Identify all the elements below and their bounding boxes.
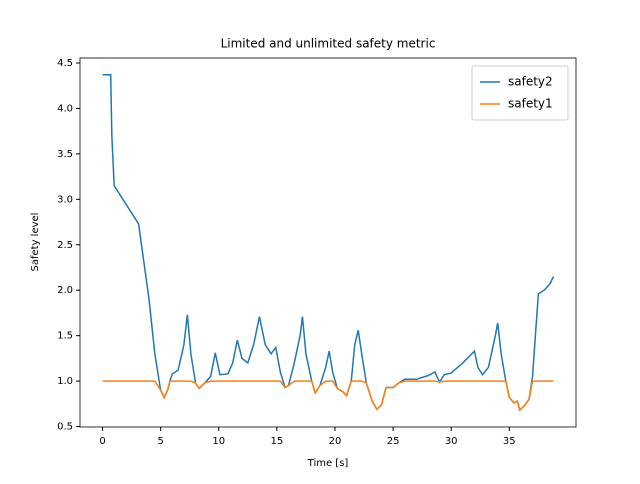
x-tick-label: 10 [212, 436, 225, 447]
x-tick-label: 20 [329, 436, 342, 447]
y-tick-label: 2.5 [57, 240, 73, 251]
x-tick-label: 35 [503, 436, 516, 447]
y-tick-label: 3.5 [57, 149, 73, 160]
y-tick-label: 2.0 [57, 285, 73, 296]
x-tick-label: 25 [387, 436, 400, 447]
x-tick-label: 5 [157, 436, 163, 447]
y-tick-label: 1.0 [57, 376, 73, 387]
y-axis-label: Safety level [30, 213, 41, 272]
series-line [102, 380, 554, 412]
axes-frame [79, 57, 577, 428]
legend-label: safety1 [508, 97, 553, 111]
y-tick-label: 0.5 [57, 422, 73, 433]
y-tick-label: 1.5 [57, 331, 73, 342]
y-tick-label: 3.0 [57, 194, 73, 205]
legend-label: safety2 [508, 75, 553, 89]
chart-title: Limited and unlimited safety metric [221, 37, 436, 51]
y-tick-label: 4.0 [57, 103, 73, 114]
y-tick-label: 4.5 [57, 58, 73, 69]
x-axis-label: Time [s] [307, 458, 349, 469]
x-tick-label: 15 [270, 436, 283, 447]
x-tick-label: 0 [99, 436, 105, 447]
legend-box [471, 65, 569, 121]
x-tick-label: 30 [445, 436, 458, 447]
series-line [102, 74, 555, 412]
